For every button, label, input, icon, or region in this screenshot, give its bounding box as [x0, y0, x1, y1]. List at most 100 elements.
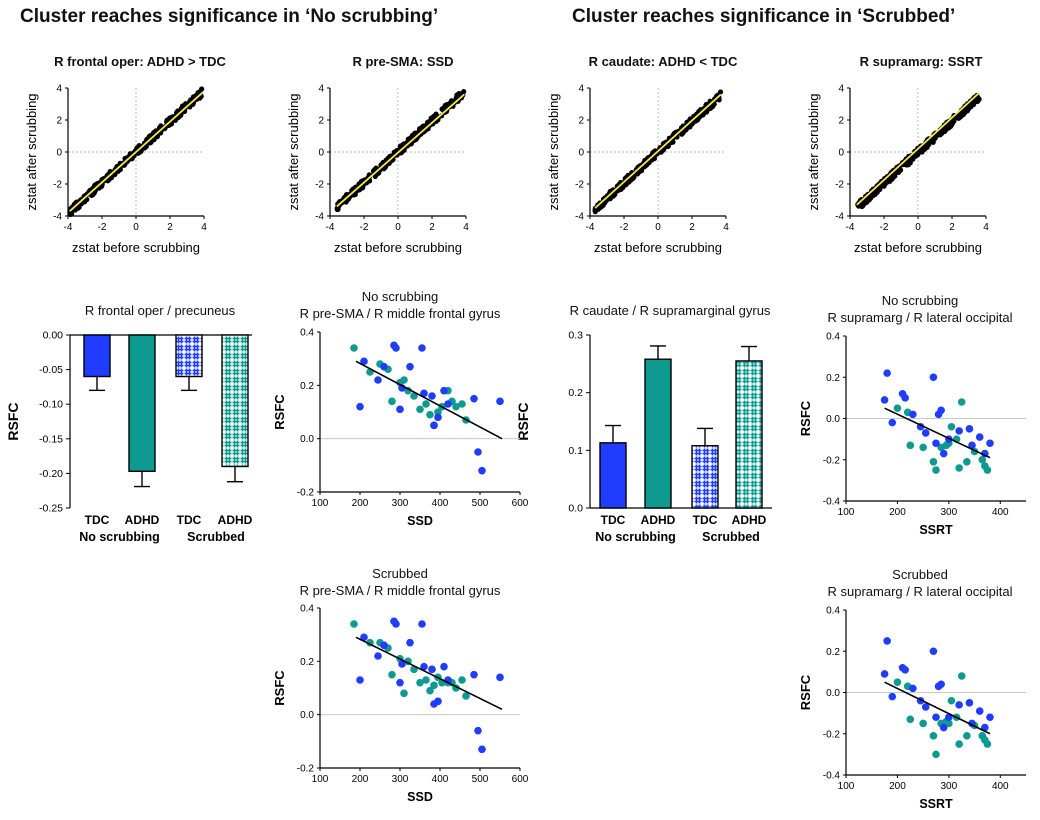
y-tick-label: 0.2 [826, 373, 840, 384]
adhd-point [932, 466, 940, 474]
x-tick-label: TDC [85, 513, 110, 527]
group-label: No scrubbing [595, 530, 676, 544]
adhd-point [458, 400, 466, 408]
y-tick-label: -0.4 [823, 497, 841, 508]
data-point [711, 101, 717, 107]
tdc-point [374, 652, 382, 660]
y-tick-label: -4 [835, 212, 844, 223]
y-tick-label: -0.20 [39, 468, 63, 480]
y-tick-label: 0.2 [300, 381, 314, 392]
y-tick-label: -4 [315, 212, 324, 223]
tdc-point [939, 723, 948, 732]
data-point [872, 191, 878, 198]
fit-line [884, 407, 991, 459]
adhd-point [957, 672, 966, 680]
tdc-point [880, 396, 889, 404]
tdc-point [406, 638, 414, 647]
x-tick-label: -2 [880, 222, 889, 233]
bar-chart-caudate: 0.3 0.2 0.1 0.0 TDC ADHD TDC ADHD No scrubbing Sc… [515, 330, 772, 544]
data-point [373, 165, 379, 171]
bar-tdc [691, 445, 719, 509]
adhd-point [978, 455, 987, 464]
tdc-point [470, 670, 478, 679]
data-point [658, 149, 664, 155]
adhd-point [422, 676, 430, 684]
y-tick-label: 0.4 [826, 606, 840, 617]
y-tick-label: 4 [56, 84, 62, 95]
y-tick-label: -0.10 [39, 399, 63, 411]
y-tick-label: -0.2 [823, 729, 841, 740]
y-tick-label: -0.2 [297, 764, 315, 775]
x-tick-label: 100 [838, 781, 855, 792]
y-tick-label: -2 [835, 180, 844, 191]
y-axis-label: zstat after scrubbing [24, 93, 39, 210]
tdc-point [883, 637, 891, 645]
x-tick-label: 200 [352, 498, 369, 509]
x-tick-label: 400 [992, 781, 1009, 792]
y-axis-label: zstat after scrubbing [806, 93, 821, 210]
header-scrubbed: Cluster reaches significance in ‘Scrubbe… [572, 6, 956, 27]
data-point [943, 127, 949, 133]
data-point [897, 167, 904, 173]
tdc-point [883, 369, 891, 377]
fit-line [69, 92, 203, 212]
x-tick-label: 500 [472, 774, 489, 785]
adhd-point [963, 732, 971, 740]
x-tick-label: 0 [915, 222, 921, 233]
y-axis-label: RSFC [5, 402, 21, 440]
tdc-point [478, 466, 486, 475]
adhd-point [919, 719, 927, 728]
fit-line [355, 360, 503, 440]
y-tick-label: 0.2 [826, 647, 840, 658]
correlation-scatter-ssrt-no-scrubbing: 100 200 300 400 0.4 0.2 0.0 -0.2 -0.4 SSRT RSFC [798, 332, 1026, 537]
bar-chart-frontal-oper: 0.00 -0.05 -0.10 -0.15 -0.20 -0.25 TDC ADHD TDC A… [5, 330, 253, 545]
x-tick-label: 0 [395, 222, 401, 233]
tdc-point [965, 699, 974, 707]
x-tick-label: TDC [693, 513, 718, 527]
data-point [968, 104, 974, 110]
y-tick-label: 4 [318, 84, 324, 95]
y-tick-label: 0.0 [826, 688, 840, 699]
x-tick-label: ADHD [218, 513, 253, 527]
x-tick-label: -2 [98, 222, 107, 233]
header-no-scrubbing: Cluster reaches significance in ‘No scru… [20, 6, 439, 27]
x-tick-label: 4 [983, 222, 989, 233]
data-point [931, 136, 937, 143]
tdc-point [909, 684, 917, 693]
tdc-point [474, 448, 482, 456]
x-tick-label: 200 [352, 774, 369, 785]
y-tick-label: -0.4 [823, 771, 841, 782]
tdc-point [929, 647, 938, 656]
x-tick-label: 600 [512, 498, 529, 509]
y-tick-label: 0.0 [568, 503, 583, 515]
data-point [927, 139, 933, 145]
adhd-point [452, 402, 460, 411]
x-tick-label: 2 [949, 222, 955, 233]
zstat-scatter-frontal-oper: -4 -2 0 2 4 4 2 0 -2 -4 zstat before scrubbing zsta… [24, 84, 207, 256]
adhd-point [426, 410, 434, 419]
y-tick-label: 0.4 [826, 332, 840, 343]
tdc-point [428, 665, 436, 674]
adhd-point [947, 422, 956, 431]
adhd-point [462, 692, 470, 700]
tdc-point [921, 429, 930, 437]
y-tick-label: 4 [838, 84, 844, 95]
tdc-point [965, 425, 974, 433]
y-tick-label: -4 [575, 212, 584, 223]
x-tick-label: ADHD [125, 513, 160, 527]
adhd-point [410, 392, 418, 400]
y-axis-label: zstat after scrubbing [546, 93, 561, 210]
tdc-point [955, 427, 963, 435]
x-tick-label: 300 [941, 781, 958, 792]
data-point [960, 112, 966, 118]
zstat-scatter-caudate: -4 -2 0 2 4 4 2 0 -2 -4 zstat before scrubbing zsta… [546, 84, 729, 256]
y-tick-label: -0.2 [823, 455, 841, 466]
tdc-point [406, 362, 414, 371]
tdc-point [380, 641, 388, 650]
group-label: Scrubbed [187, 530, 245, 544]
adhd-point [434, 408, 442, 416]
adhd-point [906, 715, 915, 724]
tdc-point [418, 620, 426, 628]
data-point [915, 152, 921, 158]
tdc-point [356, 676, 364, 684]
